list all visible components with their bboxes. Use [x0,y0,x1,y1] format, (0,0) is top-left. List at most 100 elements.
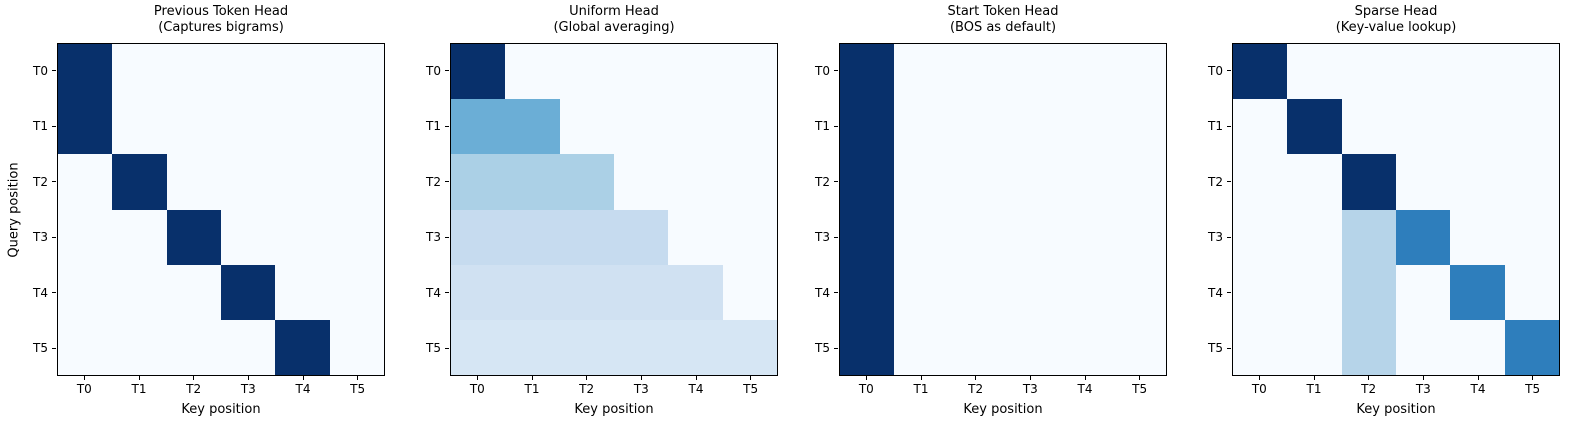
y-tick-mark [1227,347,1231,349]
heatmap-grid [840,44,1166,375]
y-axis-label: Query position [6,161,22,258]
heatmap-cell-r0c3 [1002,44,1058,100]
heatmap-cell-r2c1 [505,154,560,210]
y-tick-label: T2 [1208,174,1223,189]
y-tick-mark [445,181,449,183]
x-tick-label: T4 [1470,382,1486,396]
heatmap-cell-r1c4 [1450,99,1505,155]
x-tick-label: T2 [579,382,595,396]
panel-title-line1: Start Token Head [947,4,1059,19]
heatmap-cell-r4c0 [1233,264,1288,320]
y-tick-label: T4 [1208,285,1223,300]
x-axis-label: Key position [963,402,1043,417]
x-tick-label: T0 [469,382,485,396]
heatmap-cell-r2c4 [1057,154,1112,210]
heatmap-cell-r3c1 [1287,209,1342,265]
heatmap-cell-r5c2 [559,319,614,375]
panel-title-line2: (Captures bigrams) [158,20,284,35]
x-tick-mark [138,376,140,380]
heatmap-cell-r2c2 [948,154,1003,210]
x-tick-label: T2 [968,382,984,396]
x-tick-mark [920,376,922,380]
panel-title: Uniform Head (Global averaging) [450,4,778,36]
y-tick-label: T5 [33,341,48,356]
heatmap-cell-r5c0 [451,319,506,375]
heatmap-cell-r5c1 [112,319,167,375]
heatmap-cell-r4c0 [451,264,506,320]
x-tick-label: T4 [295,382,311,396]
heatmap-cell-r4c2 [559,264,614,320]
x-tick-label: T0 [76,382,92,396]
heatmap-cell-r3c4 [275,209,330,265]
heatmap-cell-r5c3 [1002,319,1058,375]
heatmap-cell-r3c1 [112,209,167,265]
x-tick-mark [1139,376,1141,380]
heatmap-cell-r3c2 [166,209,221,265]
y-tick-mark [1227,181,1231,183]
heatmap-cell-r0c5 [1504,44,1559,100]
heatmap-cell-r5c3 [220,319,276,375]
heatmap-cell-r2c5 [722,154,777,210]
heatmap-cell-r4c1 [894,264,949,320]
heatmap-cell-r3c2 [559,209,614,265]
heatmap-cell-r1c3 [220,99,276,155]
panel-title: Previous Token Head (Captures bigrams) [57,4,385,36]
y-tick-mark [445,292,449,294]
heatmap-cell-r1c5 [1504,99,1559,155]
heatmap-cell-r3c0 [58,209,113,265]
heatmap-cell-r3c1 [894,209,949,265]
heatmap-cell-r0c4 [1057,44,1112,100]
heatmap-cell-r5c2 [1341,319,1396,375]
heatmap-cell-r5c5 [1504,319,1559,375]
heatmap-cell-r3c3 [613,209,669,265]
heatmap-cell-r5c3 [1395,319,1451,375]
y-tick-mark [834,125,838,127]
x-tick-mark [1422,376,1424,380]
heatmap-cell-r3c1 [505,209,560,265]
heatmap-cell-r4c5 [722,264,777,320]
heatmap-cell-r5c1 [894,319,949,375]
heatmap-cell-r1c1 [112,99,167,155]
y-tick-mark [52,125,56,127]
x-tick-mark [695,376,697,380]
heatmap-cell-r4c4 [275,264,330,320]
heatmap-cell-r3c4 [1057,209,1112,265]
x-tick-label: T0 [858,382,874,396]
heatmap-cell-r2c0 [840,154,895,210]
heatmap-cell-r1c2 [559,99,614,155]
heatmap-cell-r4c3 [1395,264,1451,320]
heatmap-cell-r1c3 [613,99,669,155]
heatmap-cell-r1c2 [948,99,1003,155]
heatmap-cell-r2c3 [613,154,669,210]
heatmap-cell-r0c3 [220,44,276,100]
heatmap-cell-r5c1 [1287,319,1342,375]
heatmap-cell-r1c4 [668,99,723,155]
panel-title: Start Token Head (BOS as default) [839,4,1167,36]
x-tick-label: T5 [743,382,759,396]
x-tick-label: T1 [524,382,540,396]
heatmap-cell-r0c4 [668,44,723,100]
heatmap-cell-r1c1 [505,99,560,155]
y-tick-mark [445,70,449,72]
heatmap-cell-r4c5 [1111,264,1166,320]
heatmap-axes-1 [450,43,778,376]
heatmap-cell-r4c4 [1057,264,1112,320]
x-tick-label: T4 [1077,382,1093,396]
heatmap-cell-r0c1 [1287,44,1342,100]
heatmap-cell-r2c0 [451,154,506,210]
y-tick-mark [52,347,56,349]
heatmap-cell-r1c0 [451,99,506,155]
heatmap-cell-r4c2 [948,264,1003,320]
x-tick-mark [1084,376,1086,380]
heatmap-cell-r5c2 [166,319,221,375]
y-tick-mark [834,347,838,349]
heatmap-cell-r2c0 [1233,154,1288,210]
x-tick-mark [1532,376,1534,380]
x-tick-label: T5 [1525,382,1541,396]
heatmap-cell-r4c3 [613,264,669,320]
heatmap-cell-r0c3 [1395,44,1451,100]
heatmap-cell-r3c0 [840,209,895,265]
heatmap-cell-r0c2 [559,44,614,100]
heatmap-grid [58,44,384,375]
